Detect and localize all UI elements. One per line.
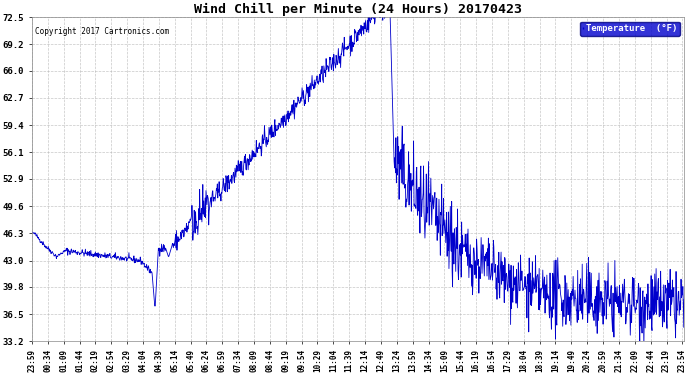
Text: Copyright 2017 Cartronics.com: Copyright 2017 Cartronics.com — [35, 27, 169, 36]
Title: Wind Chill per Minute (24 Hours) 20170423: Wind Chill per Minute (24 Hours) 2017042… — [194, 3, 522, 16]
Legend: Temperature  (°F): Temperature (°F) — [580, 21, 680, 36]
